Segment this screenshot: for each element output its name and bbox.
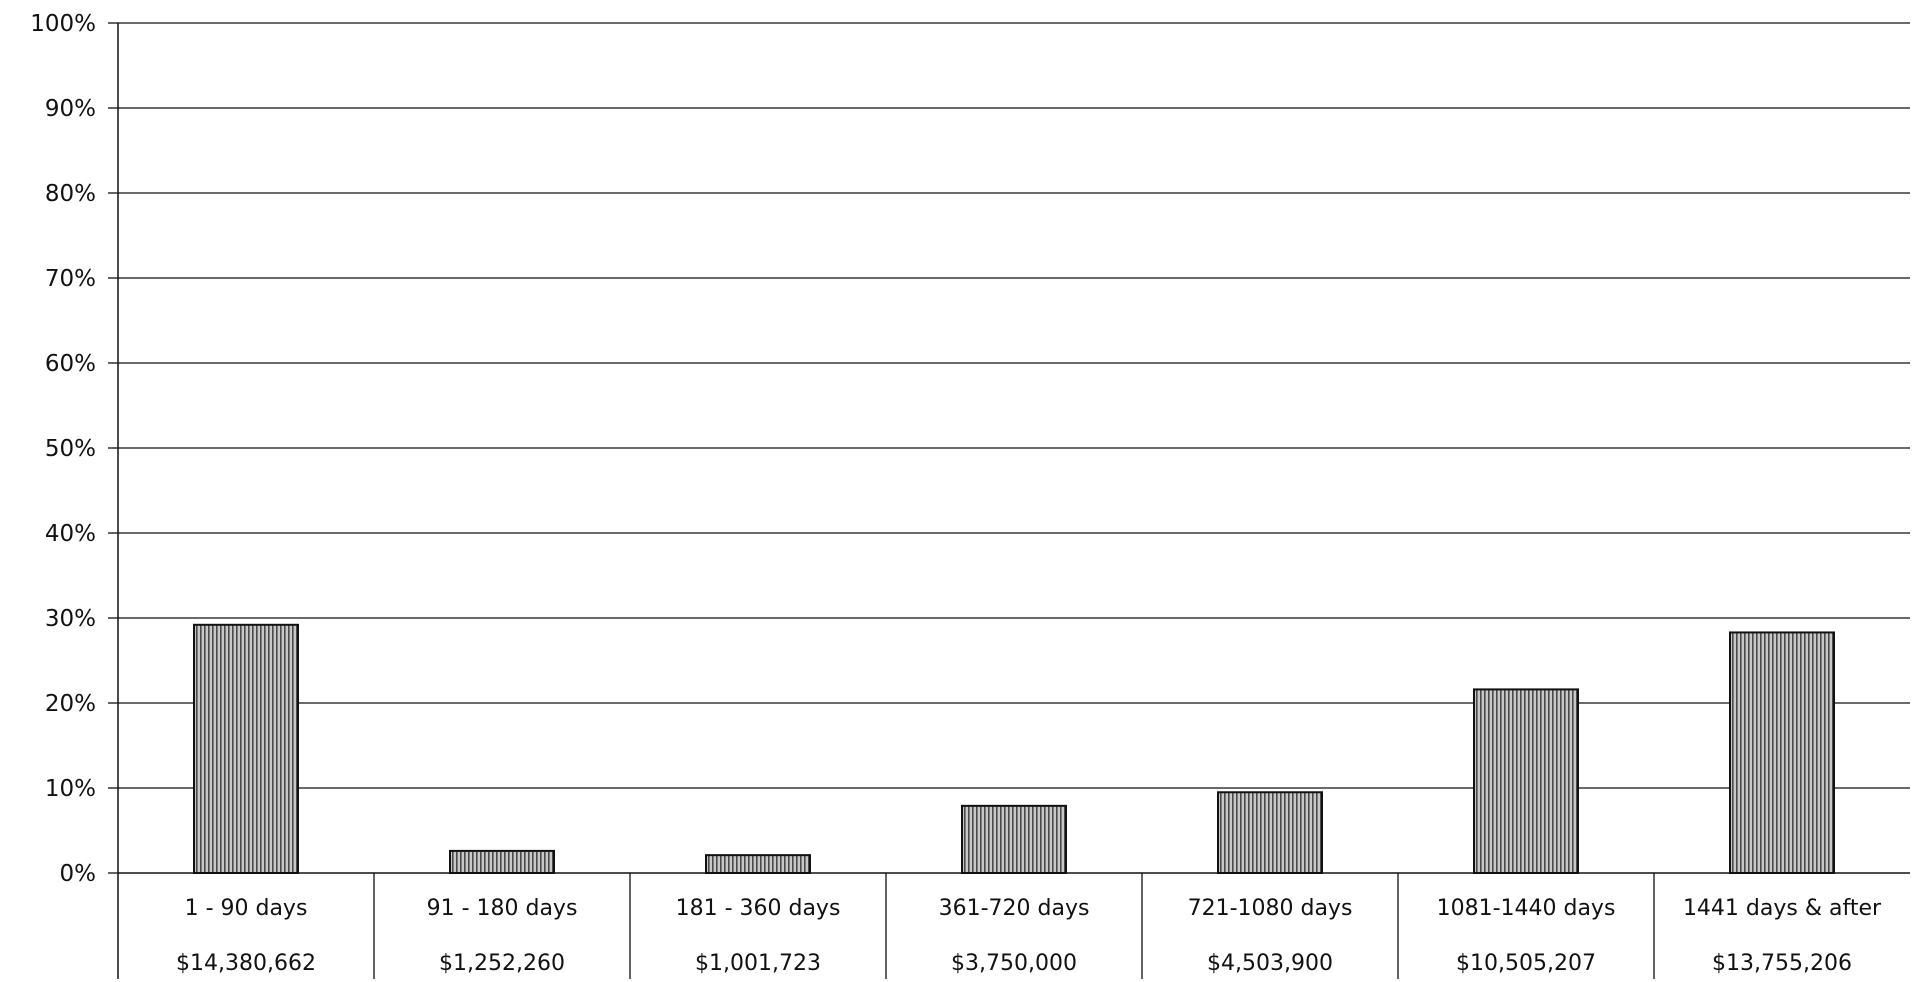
x-axis-labels: 1 - 90 days $14,380,662 91 - 180 days $1,25… [176,896,1882,976]
y-tick-label: 10% [45,776,96,802]
x-category-label: 1441 days & after [1683,896,1882,921]
grid-layer [118,22,1910,789]
y-tick-label: 0% [60,861,97,887]
x-amount-label: $10,505,207 [1456,951,1596,976]
y-tick-label: 90% [45,96,96,122]
x-amount-label: $4,503,900 [1207,951,1333,976]
x-category-label: 181 - 360 days [676,896,841,921]
y-axis-labels: 0% 10% 20% 30% 40% 50% 60% 70% 80% 90% 100% [30,11,96,887]
bar [449,849,555,875]
bar [1473,688,1579,875]
y-tick-label: 80% [45,181,96,207]
bars-layer [193,623,1835,875]
x-amount-label: $13,755,206 [1712,951,1852,976]
x-category-label: 721-1080 days [1188,896,1353,921]
x-category-label: 1 - 90 days [185,896,308,921]
y-tick-label: 50% [45,436,96,462]
y-tick-label: 30% [45,606,96,632]
axis-layer [108,22,1910,979]
bar [193,623,299,874]
bar [705,854,811,875]
y-tick-label: 40% [45,521,96,547]
x-amount-label: $3,750,000 [951,951,1077,976]
bar [1217,791,1323,874]
y-tick-label: 70% [45,266,96,292]
x-category-label: 91 - 180 days [427,896,578,921]
x-amount-label: $1,252,260 [439,951,565,976]
x-amount-label: $1,001,723 [695,951,821,976]
y-tick-label: 60% [45,351,96,377]
x-category-label: 1081-1440 days [1437,896,1616,921]
bar [961,804,1067,874]
bar [1729,631,1835,875]
y-tick-label: 20% [45,691,96,717]
x-category-label: 361-720 days [939,896,1090,921]
x-amount-label: $14,380,662 [176,951,316,976]
y-tick-label: 100% [30,11,96,37]
